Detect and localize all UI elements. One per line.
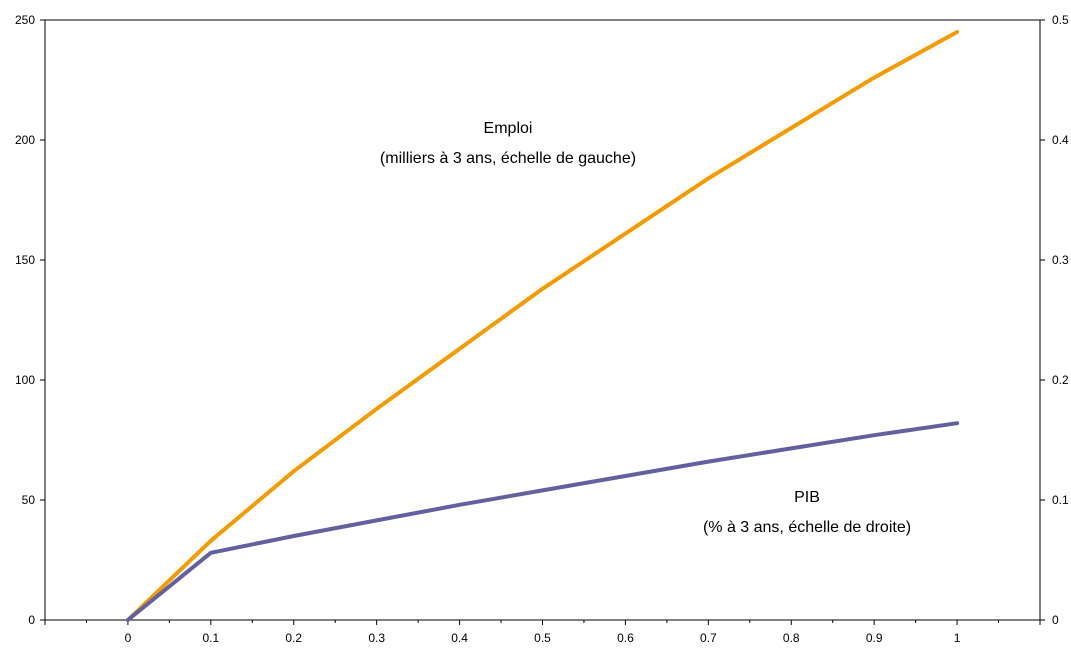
annotation-emploi-line2: (milliers à 3 ans, échelle de gauche) [380, 150, 636, 167]
x-tick-label: 0.9 [866, 631, 883, 645]
series-layer [125, 30, 960, 622]
y-right-tick-label: 0.4 [1052, 133, 1069, 147]
y-left-tick-label: 100 [15, 373, 35, 387]
x-tick-label: 0.8 [783, 631, 800, 645]
y-left-tick-label: 50 [22, 493, 36, 507]
x-tick-label: 0.6 [617, 631, 634, 645]
x-tick-label: 0.7 [700, 631, 717, 645]
x-tick-label: 0.2 [285, 631, 302, 645]
annotation-pib-line2: (% à 3 ans, échelle de droite) [703, 519, 911, 536]
y-left-tick-label: 200 [15, 133, 35, 147]
y-right-tick-label: 0.1 [1052, 493, 1069, 507]
tick-labels: 0 0.1 0.2 0.3 0.4 0.5 0.6 0.7 0.8 0.9 1 0 50 100 150 20… [15, 13, 1069, 645]
axes [40, 19, 1045, 625]
annotation-emploi-line1: Emploi [484, 120, 533, 137]
x-tick-label: 0.3 [368, 631, 385, 645]
y-right-tick-label: 0.2 [1052, 373, 1069, 387]
x-tick-label: 0 [125, 631, 132, 645]
x-tick-label: 0.4 [451, 631, 468, 645]
x-tick-label: 0.1 [202, 631, 219, 645]
y-right-tick-label: 0.5 [1052, 13, 1069, 27]
x-tick-label: 0.5 [534, 631, 551, 645]
y-right-tick-label: 0 [1052, 613, 1059, 627]
y-right-tick-label: 0.3 [1052, 253, 1069, 267]
series-line-pib [125, 421, 960, 622]
x-tick-label: 1 [954, 631, 961, 645]
series-line-emploi [125, 30, 960, 622]
annotation-pib-line1: PIB [794, 489, 820, 506]
y-left-tick-label: 250 [15, 13, 35, 27]
y-left-tick-label: 0 [28, 613, 35, 627]
y-left-tick-label: 150 [15, 253, 35, 267]
